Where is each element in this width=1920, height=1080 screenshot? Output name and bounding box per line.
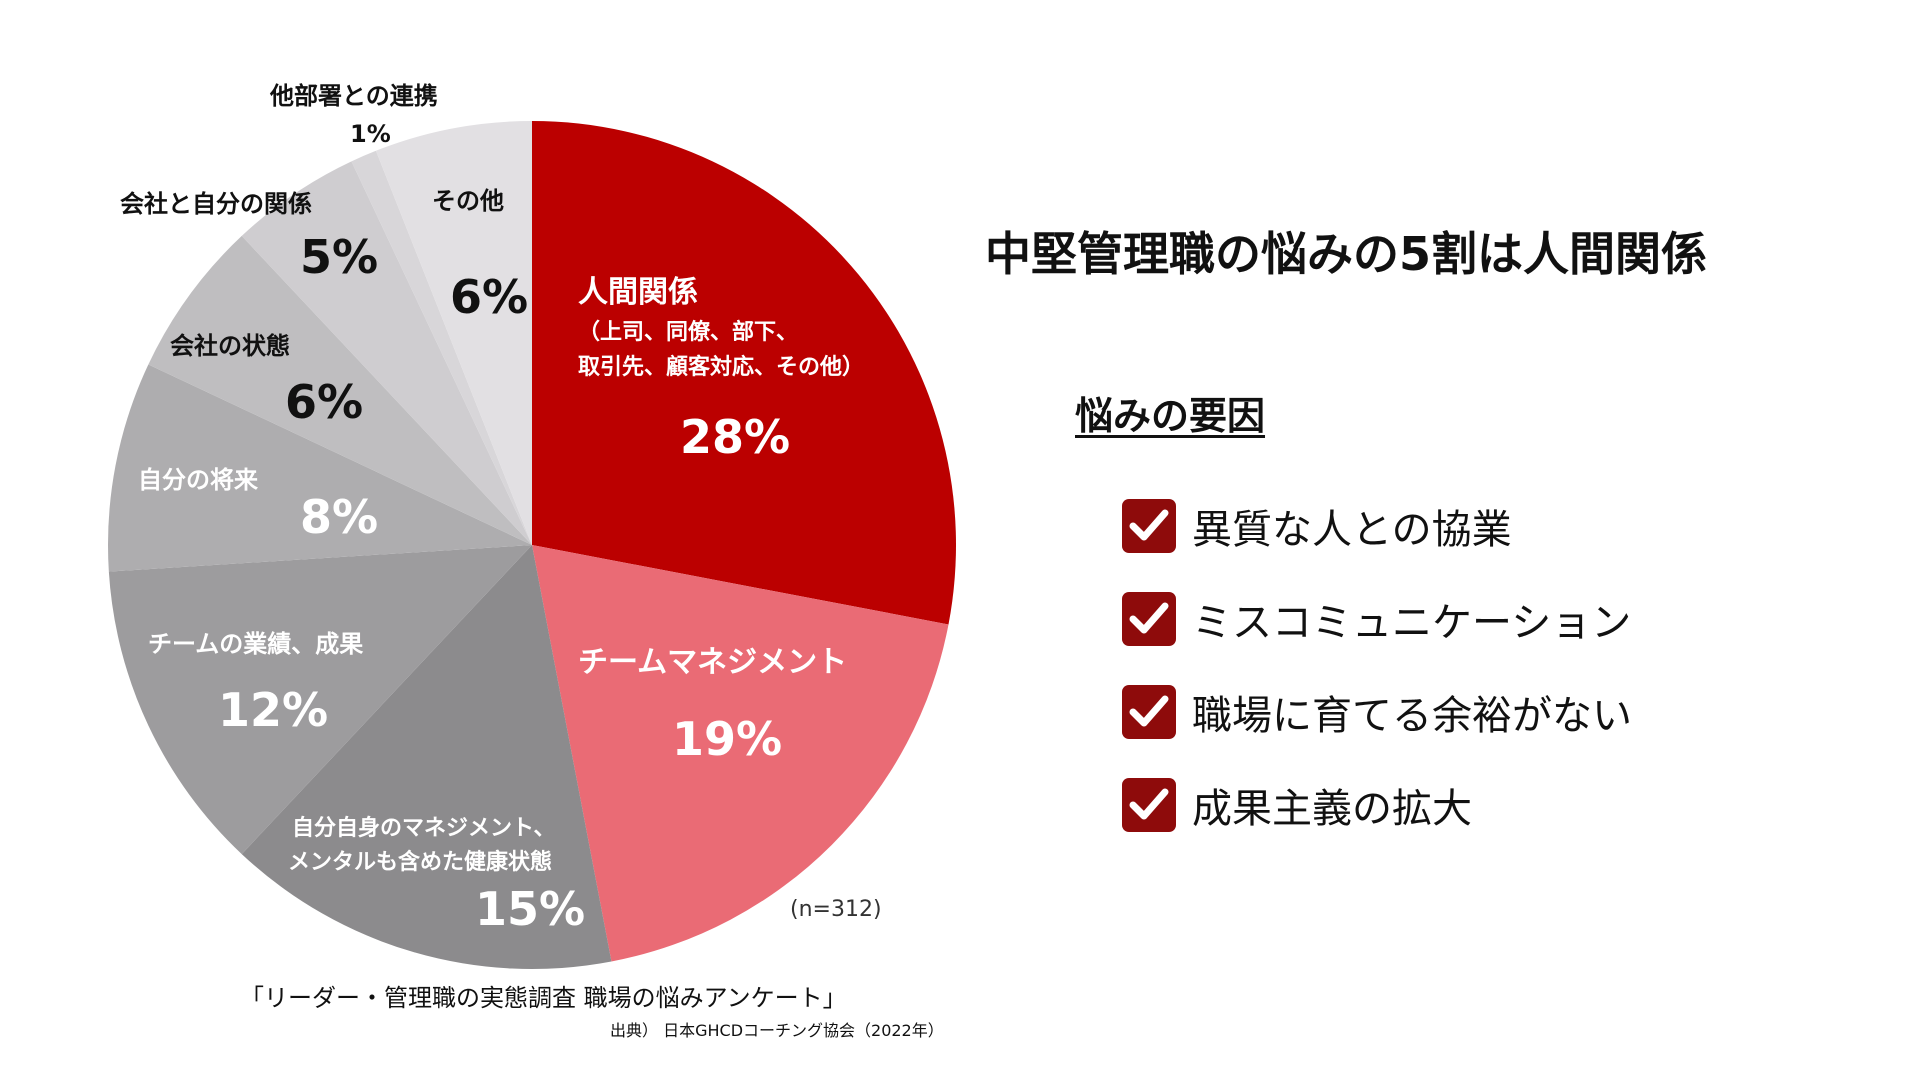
slice-pct-self-management: 15% [475,882,586,936]
slice-pct-company-state: 6% [285,375,364,429]
checkbox-checked-icon [1122,685,1176,739]
slice-label-team-management: チームマネジメント [578,645,848,680]
slice-label-company-state: 会社の状態 [170,332,290,360]
factor-item: 成果主義の拡大 [1122,777,1472,833]
factor-text: 異質な人との協業 [1192,507,1512,553]
pie-slice-8 [375,121,532,545]
pie-slice-1 [532,545,949,962]
slice-pct-company-and-self: 5% [300,230,379,284]
factor-item: 異質な人との協業 [1122,498,1512,554]
factor-text: 成果主義の拡大 [1192,786,1472,832]
pie-slice-2 [241,545,612,970]
slice-pct-team-results: 12% [218,683,329,737]
factor-item: ミスコミュニケーション [1122,591,1631,647]
pie-slice-4 [108,364,532,572]
slice-sublabel-self-management: メンタルも含めた健康状態 [288,850,553,875]
slice-pct-human-relations: 28% [680,410,791,464]
slice-label-self-management: 自分自身のマネジメント、 [292,816,556,841]
survey-name: 「リーダー・管理職の実態調査 職場の悩みアンケート」 [240,984,847,1012]
slice-label-other: その他 [432,187,504,215]
pie-slice-6 [241,161,532,545]
pie-slice-3 [108,545,532,855]
pie-slice-7 [351,150,532,545]
slice-label-company-and-self: 会社と自分の関係 [120,190,312,218]
page-title: 中堅管理職の悩みの5割は人間関係 [985,227,1708,281]
factor-text: 職場に育てる余裕がない [1192,693,1632,739]
source-credit: 出典） 日本GHCDコーチング協会（2022年） [610,1021,944,1040]
sample-size: (n=312) [790,897,882,922]
factors-heading: 悩みの要因 [1075,394,1266,438]
slice-label-own-future: 自分の将来 [138,466,258,494]
slice-label-cross-department: 他部署との連携 [270,82,438,110]
slice-label-team-results: チームの業績、成果 [148,630,364,658]
checkbox-checked-icon [1122,499,1176,553]
checkbox-checked-icon [1122,592,1176,646]
slice-label-human-relations: 人間関係 [578,275,698,310]
pie-slice-0 [532,121,957,625]
checkbox-checked-icon [1122,778,1176,832]
factor-text: ミスコミュニケーション [1192,600,1632,646]
slice-sublabel-human-relations-2: 取引先、顧客対応、その他） [578,355,865,380]
slice-pct-team-management: 19% [672,712,783,766]
factor-item: 職場に育てる余裕がない [1122,684,1632,740]
slice-pct-cross-department: 1% [350,120,391,148]
pie-slice-5 [148,235,532,546]
slice-pct-own-future: 8% [300,490,379,544]
pie-chart [108,121,957,970]
slice-sublabel-human-relations-1: （上司、同僚、部下、 [578,320,799,345]
slice-pct-other: 6% [450,270,529,324]
